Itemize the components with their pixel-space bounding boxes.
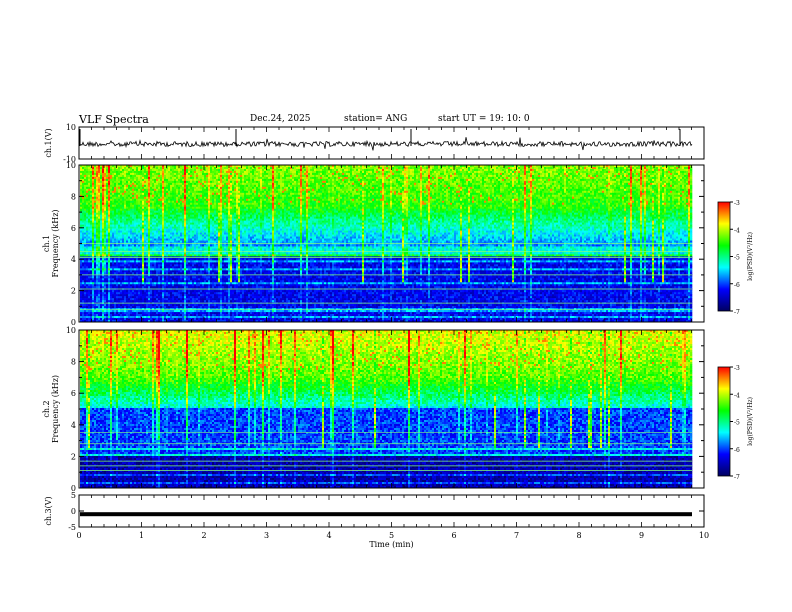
x-tick-label: 7 <box>514 531 519 540</box>
y-tick-label: 2 <box>71 287 76 296</box>
x-tick-label: 3 <box>264 531 269 540</box>
ch3-waveform-trace <box>80 512 692 516</box>
x-tick-label: 0 <box>76 531 81 540</box>
ch1-waveform-trace <box>80 137 692 150</box>
y-axis-label-channel: ch.1 <box>42 235 51 252</box>
colorbar-label: log(PSD)(V²/Hz) <box>747 232 754 281</box>
x-tick-label: 6 <box>451 531 456 540</box>
x-tick-label: 2 <box>201 531 206 540</box>
colorbar-tick-label: -3 <box>734 365 740 372</box>
spectrogram-panel-2 <box>79 330 733 488</box>
colorbar-tick-label: -5 <box>734 420 740 427</box>
colorbar-tick-label: -3 <box>734 200 740 207</box>
colorbar-tick-label: -4 <box>734 227 740 234</box>
spectrogram-panel-1 <box>79 165 733 322</box>
y-axis-label-frequency: Frequency (kHz) <box>51 375 60 443</box>
y-tick-label: 2 <box>71 452 76 461</box>
x-tick-label: 8 <box>576 531 581 540</box>
y-tick-label: 6 <box>71 389 76 398</box>
y-tick-label: 10 <box>66 326 76 335</box>
y-tick-label: 0 <box>71 507 76 516</box>
y-tick-label: 6 <box>71 224 76 233</box>
y-tick-label: 5 <box>71 491 76 500</box>
y-tick-label: 10 <box>66 123 76 132</box>
x-tick-label: 10 <box>699 531 709 540</box>
y-axis-label-channel: ch.2 <box>42 400 51 417</box>
y-tick-label: 8 <box>71 358 76 367</box>
y-axis-label: ch.1(V) <box>44 128 53 157</box>
y-tick-label: -5 <box>68 523 76 532</box>
colorbar-tick-label: -6 <box>734 447 740 454</box>
x-tick-label: 5 <box>389 531 394 540</box>
colorbar-tick-label: -4 <box>734 392 740 399</box>
y-tick-label: 4 <box>71 255 76 264</box>
y-axis-label-frequency: Frequency (kHz) <box>51 209 60 277</box>
x-axis-label: Time (min) <box>369 540 413 549</box>
x-tick-label: 9 <box>639 531 644 540</box>
y-tick-label: 10 <box>66 161 76 170</box>
colorbar-tick-label: -5 <box>734 255 740 262</box>
colorbar <box>718 202 730 311</box>
y-tick-label: 8 <box>71 192 76 201</box>
colorbar-tick-label: -7 <box>734 309 740 316</box>
x-tick-label: 4 <box>326 531 331 540</box>
y-tick-label: 4 <box>71 421 76 430</box>
colorbar-label: log(PSD)(V²/Hz) <box>747 397 754 446</box>
y-axis-label: ch.3(V) <box>44 496 53 525</box>
colorbar-tick-label: -6 <box>734 282 740 289</box>
spectrogram-image <box>80 330 692 488</box>
x-tick-label: 1 <box>139 531 144 540</box>
colorbar <box>718 367 730 476</box>
colorbar-tick-label: -7 <box>734 474 740 481</box>
